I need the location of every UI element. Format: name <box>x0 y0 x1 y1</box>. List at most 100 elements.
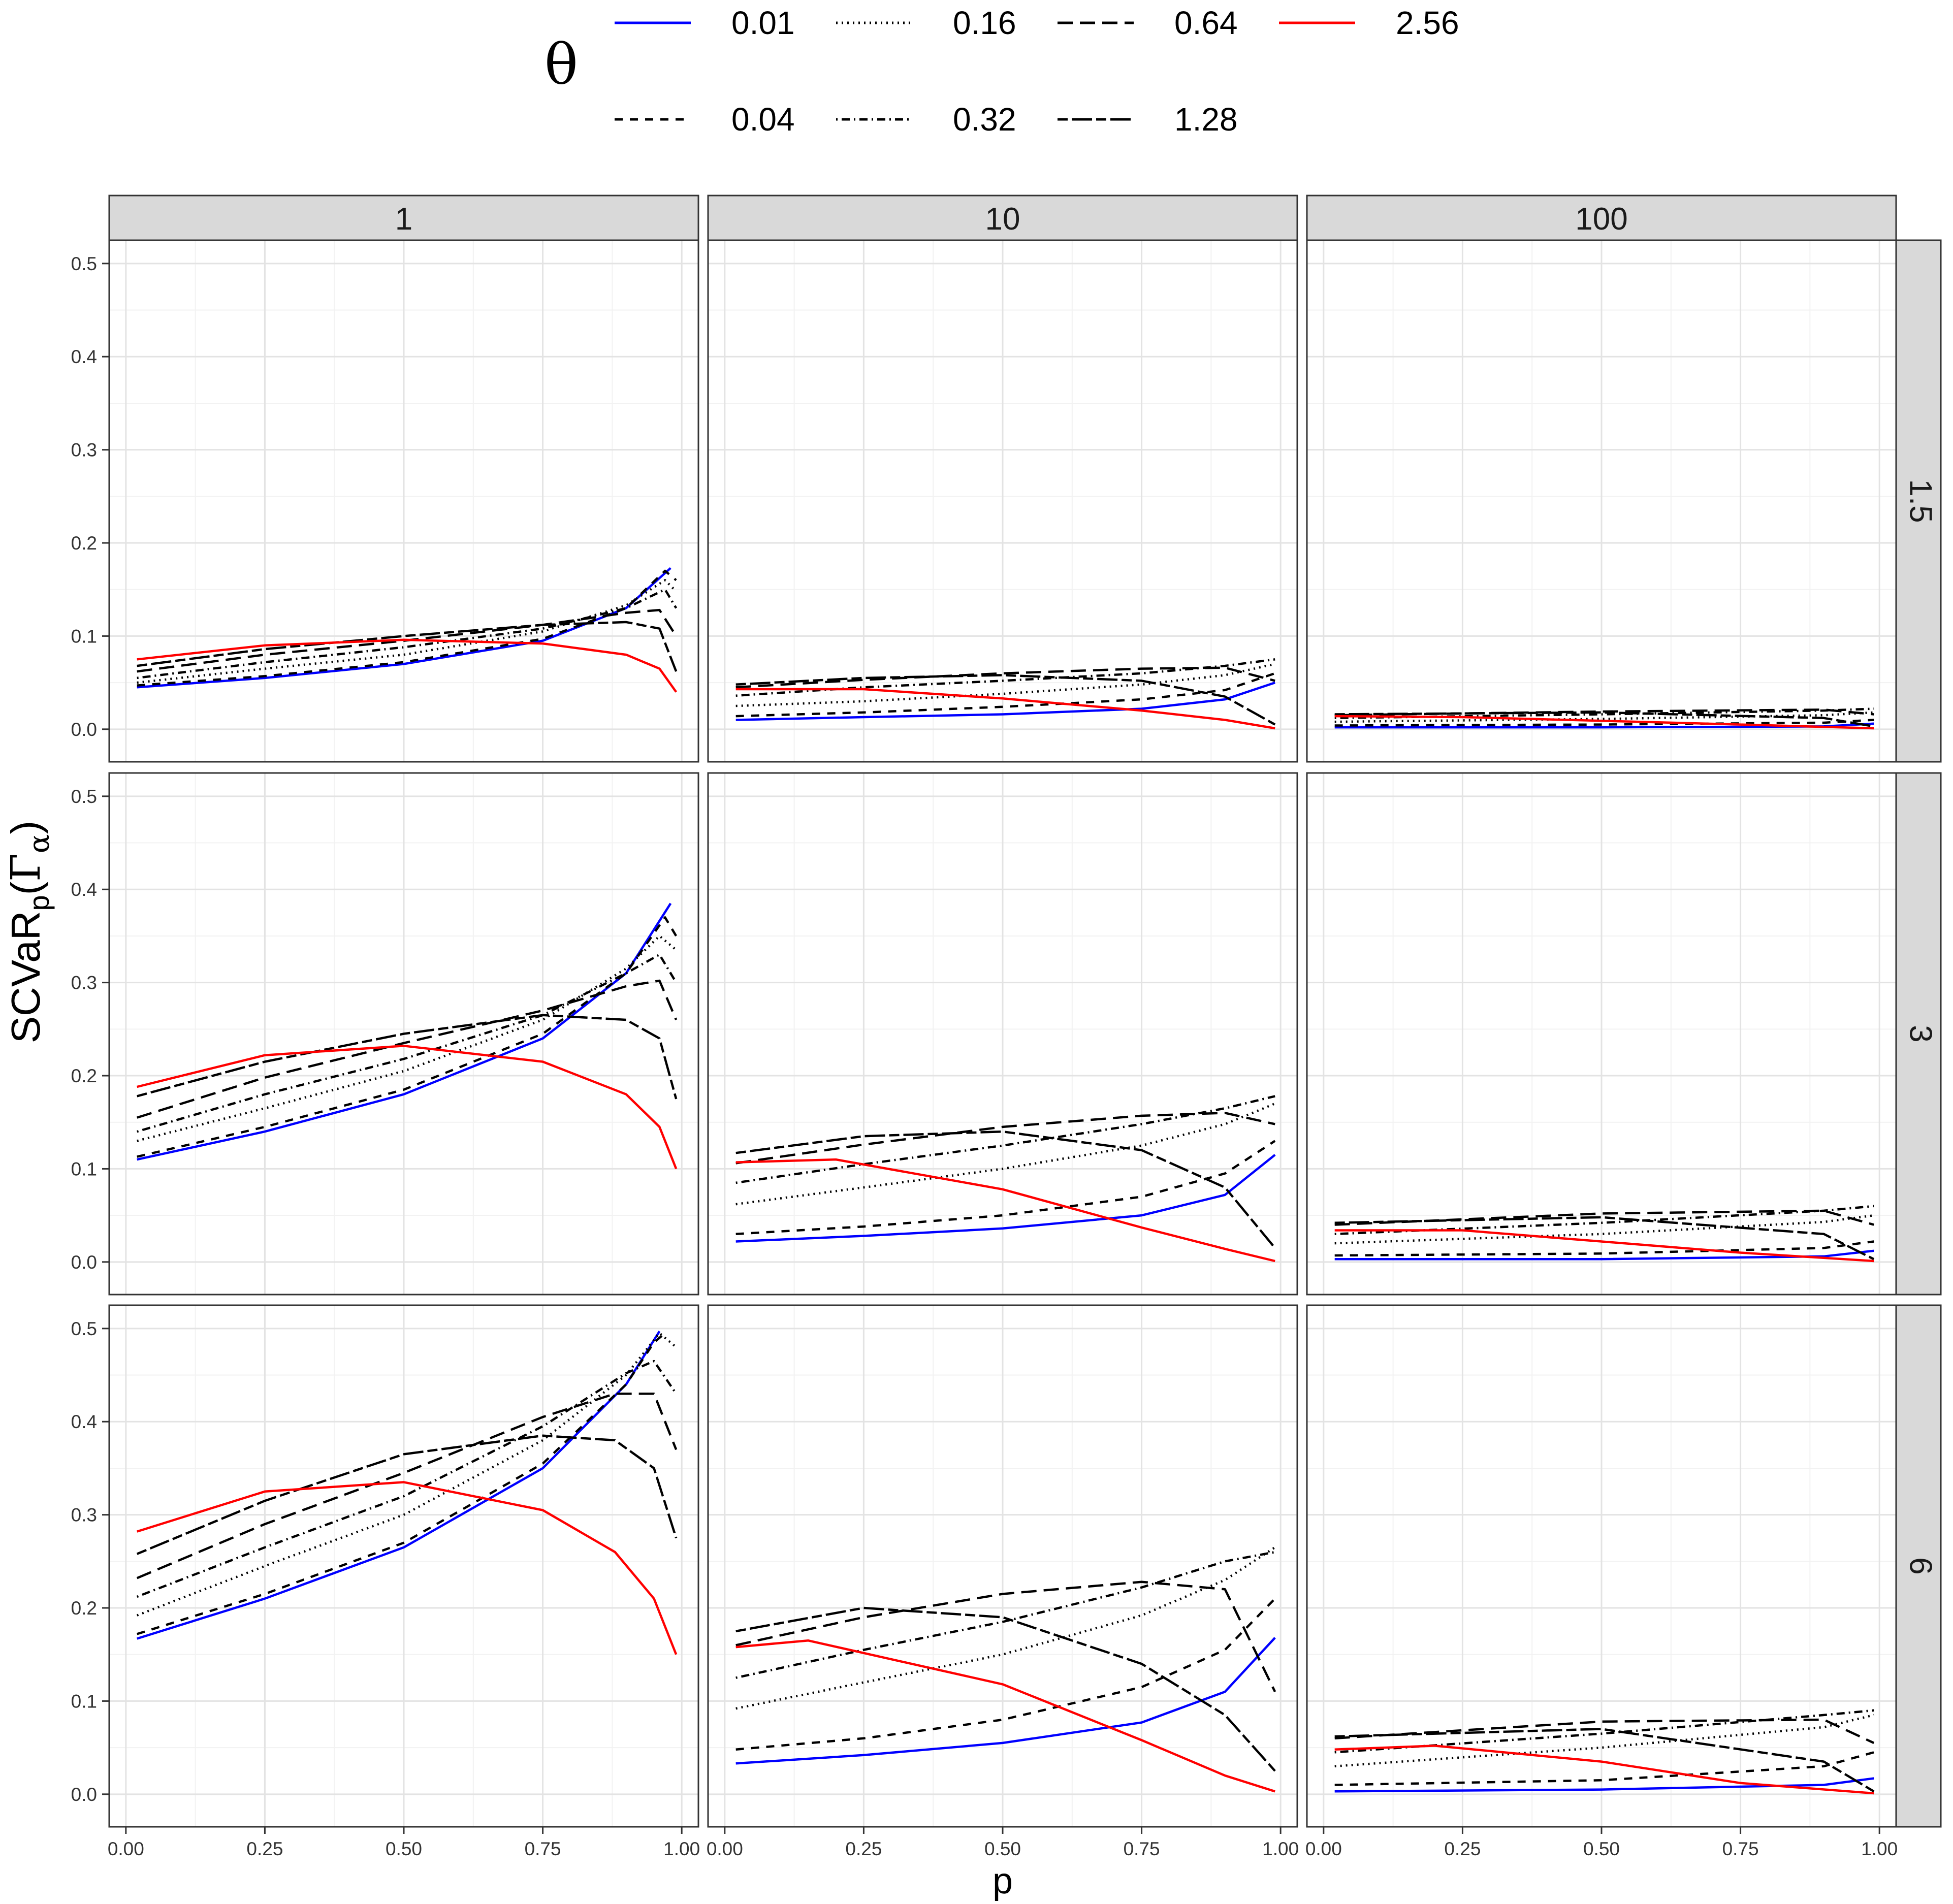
series-line-theta-1.28 <box>735 1130 1276 1249</box>
panel-row-6-col-10: 0.00 0.25 0.50 0.75 1.00 <box>707 1304 1299 1859</box>
row-strip-label: 1.5 <box>1903 479 1938 523</box>
legend-label-0.64: 0.64 <box>1174 5 1238 41</box>
panel-row-3-col-10 <box>707 772 1298 1296</box>
legend-label-0.01: 0.01 <box>731 5 795 41</box>
series-line-theta-0.01 <box>1334 722 1874 729</box>
series-line-theta-0.64 <box>137 979 678 1119</box>
y-tick-label: 0.0 <box>71 1252 97 1273</box>
y-tick-label: 0.5 <box>71 1318 97 1339</box>
series-line-theta-2.56 <box>137 638 678 693</box>
column-strip-label: 1 <box>395 202 412 237</box>
column-strip <box>707 195 1298 241</box>
legend: θ 0.01 0.04 0.16 0.32 0.64 1.28 2.56 <box>545 5 1459 138</box>
series-line-theta-0.32 <box>1334 1205 1874 1236</box>
column-strip-label: 100 <box>1575 202 1627 237</box>
series-line-theta-0.01 <box>1334 1777 1874 1793</box>
legend-label-1.28: 1.28 <box>1174 101 1238 138</box>
series-line-theta-2.56 <box>735 1158 1275 1263</box>
series-line-theta-0.04 <box>735 1598 1276 1751</box>
y-tick-label: 0.4 <box>71 1411 97 1432</box>
series-line-theta-0.64 <box>735 666 1275 689</box>
series-line-theta-0.01 <box>1334 1249 1874 1261</box>
x-tick-label: 1.00 <box>663 1838 700 1859</box>
series-line-theta-1.28 <box>735 1606 1276 1772</box>
panel-row-1.5-col-10 <box>707 239 1298 763</box>
x-tick-label: 0.00 <box>1305 1838 1342 1859</box>
y-tick-label: 0.4 <box>71 879 97 900</box>
y-axis-title-alpha: α <box>23 834 56 853</box>
row-strip <box>1895 1304 1942 1828</box>
y-tick-label: 0.0 <box>71 719 97 740</box>
series-line-theta-2.56 <box>735 1639 1275 1793</box>
y-axis-title-subscript: p <box>23 895 55 911</box>
series-line-theta-0.32 <box>136 1360 678 1598</box>
series-line-theta-0.04 <box>137 1332 666 1635</box>
y-tick-label: 0.3 <box>71 1505 97 1526</box>
x-tick-label: 0.00 <box>707 1838 743 1859</box>
row-strip-label: 6 <box>1903 1557 1938 1574</box>
series-line-theta-2.56 <box>735 688 1275 730</box>
x-tick-label: 0.25 <box>1444 1838 1481 1859</box>
y-tick-label: 0.4 <box>71 346 97 367</box>
series-line-theta-2.56 <box>1334 1229 1874 1263</box>
series-line-theta-1.28 <box>137 621 678 672</box>
panel-row-1.5-col-100 <box>1306 239 1897 763</box>
series-line-theta-0.32 <box>1334 1709 1874 1754</box>
series-line-theta-1.28 <box>136 1434 678 1555</box>
y-axis-title: SCVaRp(Γα) <box>2 821 56 1044</box>
legend-title: θ <box>545 32 578 97</box>
series-line-theta-1.28 <box>1334 1216 1875 1261</box>
x-axis-title: p <box>992 1861 1013 1901</box>
column-strip <box>108 195 699 241</box>
series-line-theta-0.64 <box>1334 1718 1875 1744</box>
column-strip-label: 10 <box>985 202 1020 237</box>
row-strip <box>1895 239 1942 763</box>
y-tick-label: 0.0 <box>71 1784 97 1805</box>
series-line-theta-0.16 <box>137 579 677 684</box>
series-line-theta-0.04 <box>137 916 678 1158</box>
series-line-theta-0.64 <box>1334 708 1874 717</box>
panel-row-6-col-100: 0.00 0.25 0.50 0.75 1.00 <box>1305 1304 1898 1859</box>
row-strip <box>1895 772 1942 1296</box>
y-tick-label: 0.3 <box>71 440 97 461</box>
y-tick-label: 0.3 <box>71 973 97 993</box>
y-tick-label: 0.2 <box>71 1066 97 1086</box>
series-line-theta-0.04 <box>137 569 677 687</box>
series-line-theta-0.16 <box>136 1332 677 1617</box>
series-line-theta-0.32 <box>735 1551 1275 1679</box>
legend-label-0.16: 0.16 <box>953 5 1016 41</box>
x-tick-label: 0.00 <box>108 1838 144 1859</box>
panel-row-1.5-col-1: 0.0 0.1 0.2 0.3 0.4 0.5 <box>71 239 699 763</box>
series-line-theta-0.16 <box>735 1102 1276 1206</box>
legend-label-0.04: 0.04 <box>731 101 795 138</box>
series-line-theta-1.28 <box>735 674 1276 726</box>
panel-border <box>108 772 699 1296</box>
panel-row-3-col-1: 0.0 0.1 0.2 0.3 0.4 0.5 <box>71 772 699 1296</box>
x-tick-label: 0.25 <box>845 1838 882 1859</box>
y-axis-title-gamma: Γ <box>2 853 49 882</box>
series-line-theta-0.16 <box>735 663 1275 707</box>
series-line-theta-2.56 <box>1334 1745 1874 1795</box>
series-line-theta-0.01 <box>735 1154 1276 1243</box>
x-tick-label: 0.50 <box>386 1838 422 1859</box>
series-line-theta-0.16 <box>1334 711 1874 723</box>
panel-border <box>707 772 1298 1296</box>
y-tick-label: 0.1 <box>71 1158 97 1179</box>
y-axis-title-paren-close: ) <box>3 821 48 834</box>
facet-grid: 0.00.10.20.30.40.50.00.10.20.30.40.50.00… <box>71 239 1898 1859</box>
facet-strips: 1 10 100 1.5 3 6 <box>108 195 1942 1828</box>
series-line-theta-0.04 <box>735 1140 1276 1236</box>
y-axis-title-main: SCVaR <box>3 911 48 1043</box>
x-tick-label: 1.00 <box>1861 1838 1898 1859</box>
y-tick-label: 0.5 <box>71 786 97 807</box>
axes: p SCVaRp(Γα) <box>2 821 1013 1901</box>
x-tick-label: 0.25 <box>246 1838 283 1859</box>
y-tick-label: 0.5 <box>71 253 97 274</box>
x-tick-label: 1.00 <box>1262 1838 1299 1859</box>
series-line-theta-0.64 <box>735 1112 1275 1165</box>
series-line-theta-1.28 <box>137 1014 678 1100</box>
series-line-theta-1.28 <box>1334 1728 1875 1793</box>
series-line-theta-1.28 <box>1334 711 1874 728</box>
panel-row-3-col-100 <box>1306 772 1897 1296</box>
